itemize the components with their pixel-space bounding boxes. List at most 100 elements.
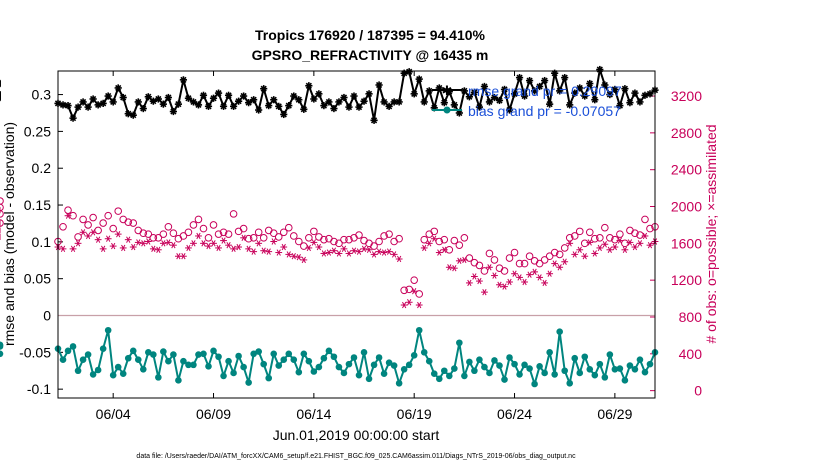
assimilated-obs-point (486, 264, 493, 271)
y-left-tick-label: 0.1 (32, 234, 52, 250)
bias-point (315, 363, 323, 371)
star-stroke (365, 90, 373, 97)
asterisk-stroke (341, 245, 347, 253)
bias-point (531, 380, 538, 388)
star-stroke (546, 101, 553, 108)
star-stroke (411, 90, 418, 97)
bias-point (89, 371, 97, 378)
star-stroke (360, 98, 368, 105)
assimilated-obs-point (114, 230, 122, 238)
bias-point (245, 379, 252, 386)
rmse-point (315, 90, 323, 98)
asterisk-stroke (161, 240, 166, 247)
bias-point (476, 356, 483, 364)
rmse-point (114, 84, 122, 92)
possible-obs-point (0, 197, 4, 205)
assimilated-obs-point (99, 245, 107, 253)
assimilated-obs-point (470, 273, 478, 280)
rmse-point (490, 93, 499, 102)
asterisk-stroke (582, 253, 587, 260)
possible-obs-point (580, 239, 589, 248)
possible-obs-point (550, 248, 559, 257)
assimilated-obs-point (546, 270, 554, 277)
asterisk-stroke (321, 250, 327, 257)
star-stroke (611, 86, 618, 93)
assimilated-obs-point (139, 240, 147, 247)
assimilated-obs-point (270, 238, 278, 245)
rmse-point (235, 97, 243, 105)
rmse-point (420, 98, 428, 106)
assimilated-obs-point (606, 246, 614, 253)
bias-point (641, 368, 649, 376)
rmse-point (255, 106, 263, 114)
x-tick-label: 06/09 (196, 406, 231, 422)
bias-point (486, 369, 493, 377)
asterisk-stroke (537, 274, 542, 281)
asterisk-stroke (617, 237, 623, 244)
possible-obs-point (400, 286, 408, 295)
bias-point (84, 351, 92, 358)
bias-point (571, 354, 579, 362)
possible-obs-point (455, 241, 464, 249)
rmse-point (495, 96, 504, 105)
bias-point (300, 350, 308, 358)
possible-obs-point (570, 232, 579, 240)
star-stroke (325, 98, 333, 106)
rmse-point (219, 102, 228, 110)
star-stroke (145, 93, 152, 100)
asterisk-stroke (547, 270, 552, 277)
star-stroke (155, 95, 162, 103)
asterisk-stroke (467, 279, 472, 287)
bias-point (616, 365, 624, 372)
assimilated-obs-point (290, 253, 298, 260)
assimilated-obs-point (250, 248, 258, 255)
bias-point (481, 363, 488, 371)
asterisk-stroke (141, 240, 146, 247)
rmse-point (601, 81, 609, 89)
possible-obs-point (345, 235, 353, 244)
asterisk-stroke (622, 246, 628, 253)
star-stroke (110, 98, 117, 106)
star-stroke (385, 103, 393, 110)
bias-point (425, 357, 433, 365)
rmse-point (250, 96, 258, 104)
y-left-tick-label: 0.3 (32, 87, 52, 103)
possible-obs-point (244, 234, 253, 243)
assimilated-obs-point (159, 240, 167, 247)
asterisk-stroke (80, 229, 86, 236)
bias-point (94, 366, 102, 374)
x-tick-label: 06/24 (497, 406, 532, 422)
y-right-tick-label: 0 (694, 383, 702, 399)
rmse-point (300, 105, 308, 113)
star-stroke (310, 95, 317, 103)
assimilated-obs-point (310, 239, 318, 246)
bias-point (270, 350, 278, 358)
assimilated-obs-point (205, 242, 212, 250)
possible-obs-point (420, 235, 429, 244)
star-stroke (335, 98, 343, 106)
assimilated-obs-point (626, 239, 634, 246)
asterisk-stroke (126, 236, 131, 243)
assimilated-obs-point (501, 283, 508, 290)
y-right-tick-label: 800 (679, 309, 703, 325)
bias-point (180, 357, 187, 365)
possible-obs-point (355, 231, 363, 239)
assimilated-obs-point (385, 248, 393, 255)
asterisk-stroke (65, 212, 71, 219)
y-left-tick-label: 0.15 (24, 197, 51, 213)
asterisk-stroke (472, 273, 477, 280)
possible-obs-point (340, 235, 348, 244)
star-stroke (59, 101, 67, 108)
star-stroke (581, 92, 588, 100)
asterisk-stroke (577, 246, 582, 253)
rmse-point (134, 98, 142, 106)
x-axis-label: Jun.01,2019 00:00:00 start (273, 427, 440, 443)
star-stroke (165, 94, 172, 101)
bias-point (405, 361, 413, 369)
asterisk-stroke (256, 240, 261, 247)
asterisk-stroke (90, 229, 96, 236)
rmse-point (260, 85, 268, 93)
bias-point (496, 362, 503, 369)
star-stroke (250, 96, 257, 103)
